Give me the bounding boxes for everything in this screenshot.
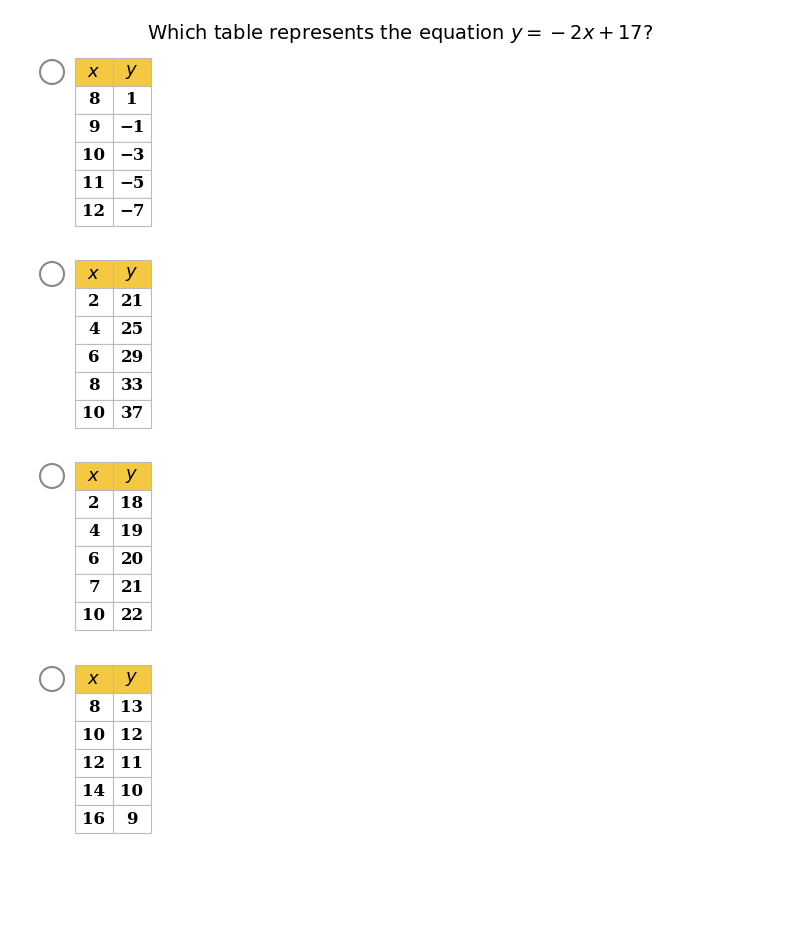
- Bar: [75, 114, 113, 142]
- Bar: [75, 372, 113, 400]
- Bar: [113, 490, 151, 518]
- Text: 4: 4: [88, 321, 100, 339]
- Bar: [113, 574, 151, 602]
- Bar: [113, 665, 151, 693]
- Text: 2: 2: [88, 495, 100, 513]
- Bar: [75, 749, 113, 777]
- Text: 10: 10: [82, 148, 106, 165]
- Text: 21: 21: [121, 579, 143, 596]
- Bar: [113, 805, 151, 833]
- Bar: [113, 288, 151, 316]
- Text: 8: 8: [88, 92, 100, 109]
- Bar: [75, 260, 113, 288]
- Bar: [113, 693, 151, 721]
- Bar: [113, 777, 151, 805]
- Text: 11: 11: [82, 175, 106, 193]
- Bar: [113, 721, 151, 749]
- Bar: [75, 142, 113, 170]
- Text: 9: 9: [88, 120, 100, 137]
- Bar: [75, 665, 113, 693]
- Text: −5: −5: [119, 175, 145, 193]
- Text: 19: 19: [121, 523, 143, 540]
- Text: $x$: $x$: [87, 467, 101, 485]
- Bar: [113, 316, 151, 344]
- Bar: [75, 602, 113, 630]
- Text: 14: 14: [82, 782, 106, 799]
- Text: 33: 33: [120, 377, 144, 394]
- Bar: [75, 170, 113, 198]
- Bar: [75, 316, 113, 344]
- Bar: [75, 490, 113, 518]
- Bar: [75, 462, 113, 490]
- Text: 10: 10: [121, 782, 143, 799]
- Text: 6: 6: [88, 551, 100, 568]
- Text: 10: 10: [82, 607, 106, 624]
- Bar: [113, 198, 151, 226]
- Text: $y$: $y$: [126, 63, 138, 81]
- Text: −3: −3: [119, 148, 145, 165]
- Bar: [113, 260, 151, 288]
- Text: $y$: $y$: [126, 670, 138, 688]
- Text: 16: 16: [82, 811, 106, 827]
- Text: Which table represents the equation $y = -2x + 17$?: Which table represents the equation $y =…: [147, 22, 653, 45]
- Text: 10: 10: [82, 726, 106, 743]
- Bar: [75, 400, 113, 428]
- Bar: [75, 518, 113, 546]
- Bar: [113, 462, 151, 490]
- Text: 20: 20: [121, 551, 143, 568]
- Bar: [113, 372, 151, 400]
- Text: 7: 7: [88, 579, 100, 596]
- Text: 4: 4: [88, 523, 100, 540]
- Bar: [113, 518, 151, 546]
- Text: 12: 12: [82, 203, 106, 221]
- Bar: [113, 86, 151, 114]
- Bar: [75, 58, 113, 86]
- Text: 29: 29: [121, 349, 143, 367]
- Bar: [75, 288, 113, 316]
- Bar: [75, 546, 113, 574]
- Bar: [75, 777, 113, 805]
- Text: 37: 37: [120, 405, 144, 422]
- Bar: [113, 546, 151, 574]
- Text: $y$: $y$: [126, 467, 138, 485]
- Bar: [75, 805, 113, 833]
- Text: 6: 6: [88, 349, 100, 367]
- Bar: [113, 749, 151, 777]
- Text: 9: 9: [126, 811, 138, 827]
- Text: $x$: $x$: [87, 670, 101, 688]
- Text: 21: 21: [121, 294, 143, 311]
- Bar: [75, 693, 113, 721]
- Bar: [113, 400, 151, 428]
- Bar: [75, 86, 113, 114]
- Text: 11: 11: [121, 754, 143, 771]
- Text: 22: 22: [120, 607, 144, 624]
- Bar: [113, 58, 151, 86]
- Text: 1: 1: [126, 92, 138, 109]
- Text: −1: −1: [119, 120, 145, 137]
- Text: 12: 12: [121, 726, 143, 743]
- Text: 18: 18: [121, 495, 143, 513]
- Text: 8: 8: [88, 698, 100, 715]
- Bar: [75, 198, 113, 226]
- Text: −7: −7: [119, 203, 145, 221]
- Bar: [113, 142, 151, 170]
- Bar: [75, 344, 113, 372]
- Text: 2: 2: [88, 294, 100, 311]
- Text: 10: 10: [82, 405, 106, 422]
- Bar: [113, 170, 151, 198]
- Text: 13: 13: [121, 698, 143, 715]
- Text: $y$: $y$: [126, 265, 138, 283]
- Bar: [113, 344, 151, 372]
- Bar: [113, 114, 151, 142]
- Text: 25: 25: [121, 321, 143, 339]
- Bar: [75, 721, 113, 749]
- Text: $x$: $x$: [87, 63, 101, 81]
- Bar: [75, 574, 113, 602]
- Text: $x$: $x$: [87, 265, 101, 283]
- Text: 12: 12: [82, 754, 106, 771]
- Bar: [113, 602, 151, 630]
- Text: 8: 8: [88, 377, 100, 394]
